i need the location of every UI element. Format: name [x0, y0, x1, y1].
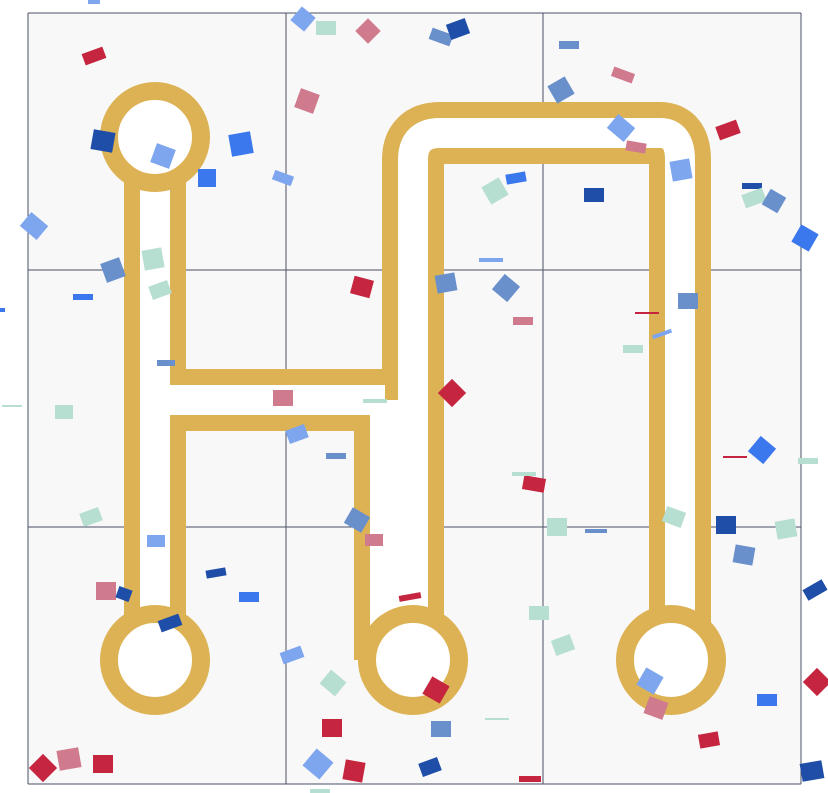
confetti-piece — [88, 0, 100, 4]
confetti-piece — [322, 719, 342, 737]
confetti-piece — [435, 272, 458, 293]
confetti-piece — [584, 188, 604, 202]
confetti-piece — [73, 294, 93, 300]
confetti-piece — [559, 41, 579, 49]
confetti-piece — [802, 579, 827, 600]
confetti-piece — [96, 582, 116, 600]
confetti-piece — [363, 399, 387, 403]
confetti-piece — [800, 760, 825, 782]
confetti-piece — [157, 360, 175, 366]
confetti-piece — [2, 405, 22, 407]
confetti-piece — [310, 789, 330, 793]
confetti-piece — [342, 759, 365, 782]
confetti-piece — [55, 405, 73, 419]
confetti-piece — [519, 776, 541, 782]
confetti-piece — [513, 317, 533, 325]
confetti-piece — [733, 544, 756, 565]
confetti-piece — [326, 453, 346, 459]
confetti-piece — [316, 21, 336, 35]
confetti-piece — [798, 458, 818, 464]
confetti-piece — [529, 606, 549, 620]
confetti-piece — [239, 592, 259, 602]
confetti-piece — [141, 247, 164, 270]
confetti-piece — [147, 535, 165, 547]
confetti-piece — [228, 131, 253, 156]
terminal-node-4[interactable] — [625, 614, 717, 706]
confetti-piece — [723, 456, 747, 458]
confetti-piece — [623, 345, 643, 353]
confetti-piece — [635, 312, 659, 314]
confetti-piece — [547, 518, 567, 536]
confetti-piece — [775, 518, 798, 539]
terminal-node-1[interactable] — [109, 91, 201, 183]
confetti-piece — [56, 747, 81, 771]
confetti-piece — [0, 308, 5, 312]
confetti-piece — [479, 258, 503, 262]
confetti-piece — [803, 668, 828, 696]
confetti-piece — [716, 516, 736, 534]
terminal-node-2[interactable] — [109, 614, 201, 706]
confetti-piece — [757, 694, 777, 706]
confetti-piece — [512, 472, 536, 476]
confetti-piece — [669, 158, 692, 181]
confetti-piece — [365, 534, 383, 546]
confetti-piece — [273, 390, 293, 406]
confetti-piece — [485, 718, 509, 720]
confetti-piece — [93, 755, 113, 773]
confetti-piece — [585, 529, 607, 533]
confetti-piece — [90, 129, 115, 153]
confetti-piece — [742, 183, 762, 189]
confetti-piece — [198, 169, 216, 187]
confetti-piece — [431, 721, 451, 737]
confetti-piece — [678, 293, 698, 309]
